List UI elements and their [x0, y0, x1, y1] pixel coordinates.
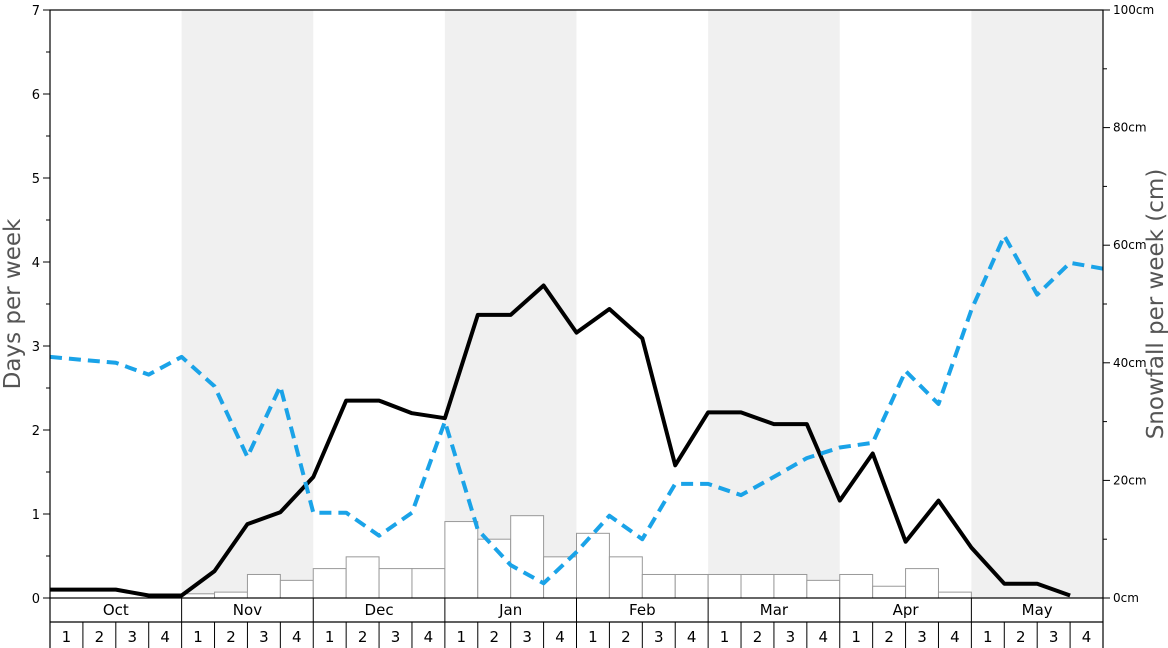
bar [674, 573, 709, 599]
week-label: 1 [325, 628, 335, 646]
bar [905, 568, 939, 599]
week-label: 3 [654, 628, 664, 646]
bar [444, 521, 479, 599]
week-label: 1 [851, 628, 861, 646]
right-tick-label: 60cm [1113, 238, 1147, 252]
bar [181, 593, 216, 599]
right-tick-label: 0cm [1113, 591, 1139, 605]
bar [279, 579, 314, 599]
bar [608, 556, 643, 599]
bar [312, 568, 347, 599]
month-label-apr: Apr [893, 601, 920, 619]
bar [641, 573, 676, 599]
month-label-may: May [1022, 601, 1053, 619]
left-tick-label: 0 [32, 592, 40, 607]
bar [937, 591, 972, 599]
bar [214, 591, 248, 599]
month-row: Oct Nov Dec Jan Feb Mar Apr May [49, 598, 1104, 623]
week-label: 3 [391, 628, 401, 646]
week-label: 4 [1082, 628, 1092, 646]
week-label: 4 [687, 628, 697, 646]
week-label: 1 [62, 628, 72, 646]
left-tick-label: 4 [32, 256, 40, 271]
week-label: 3 [786, 628, 796, 646]
month-band-may [971, 10, 1103, 598]
week-label: 4 [950, 628, 960, 646]
week-label: 1 [457, 628, 467, 646]
month-band-nov [181, 10, 314, 598]
month-band-mar [708, 10, 840, 598]
week-label: 2 [621, 628, 631, 646]
week-label: 3 [259, 628, 269, 646]
bar [345, 556, 380, 599]
week-label: 2 [226, 628, 236, 646]
right-tick-label: 40cm [1113, 356, 1147, 370]
bar [740, 573, 775, 599]
bar [773, 573, 808, 599]
month-label-jan: Jan [498, 601, 522, 619]
week-label: 4 [555, 628, 565, 646]
week-label: 1 [983, 628, 993, 646]
week-label: 4 [424, 628, 434, 646]
snowfall-line [49, 233, 1104, 586]
week-label: 4 [819, 628, 829, 646]
right-axis: 0cm 20cm 40cm 60cm 80cm 100cm [1103, 3, 1154, 605]
bar [246, 573, 281, 599]
days-bars [181, 515, 972, 599]
week-label: 2 [753, 628, 763, 646]
week-label: 2 [1016, 628, 1026, 646]
right-tick-label: 20cm [1113, 473, 1147, 487]
y-axis-left-title: Days per week [0, 218, 26, 389]
month-label-oct: Oct [103, 601, 129, 619]
right-tick-label: 100cm [1113, 3, 1154, 17]
week-label: 1 [193, 628, 203, 646]
right-tick-label: 80cm [1113, 121, 1147, 135]
left-axis: 0 1 2 3 4 5 6 7 [32, 4, 50, 607]
series-lines [49, 233, 1104, 598]
week-label: 1 [720, 628, 730, 646]
week-label: 2 [358, 628, 368, 646]
month-label-mar: Mar [760, 601, 789, 619]
left-tick-label: 3 [32, 340, 40, 355]
left-tick-label: 7 [32, 4, 40, 19]
bar [477, 538, 512, 599]
week-label: 3 [127, 628, 137, 646]
week-label: 2 [884, 628, 894, 646]
week-row: 1 2 3 4 1 2 3 4 1 2 3 4 1 2 3 4 1 2 3 4 1 2 3 4 1 2 3 4 1 2 3 4 [49, 622, 1104, 648]
left-tick-label: 2 [32, 424, 40, 439]
left-tick-label: 5 [32, 172, 40, 187]
bar [576, 532, 610, 599]
bar [378, 568, 413, 599]
bar [411, 568, 446, 599]
y-axis-right-title: Snowfall per week (cm) [1143, 169, 1168, 440]
week-label: 3 [1049, 628, 1059, 646]
week-label: 2 [489, 628, 499, 646]
month-label-nov: Nov [233, 601, 262, 619]
week-label: 2 [95, 628, 105, 646]
left-tick-label: 6 [32, 88, 40, 103]
week-label: 3 [522, 628, 532, 646]
week-label: 1 [588, 628, 598, 646]
week-label: 4 [292, 628, 302, 646]
month-label-feb: Feb [629, 601, 656, 619]
left-tick-label: 1 [32, 508, 40, 523]
bar [806, 579, 841, 599]
week-label: 4 [160, 628, 170, 646]
days-line [50, 283, 1071, 598]
bar [839, 573, 874, 599]
month-label-dec: Dec [365, 601, 394, 619]
bar [707, 573, 742, 599]
week-label: 3 [917, 628, 927, 646]
month-shading-bands [181, 10, 1103, 598]
bar [510, 515, 545, 599]
bar [872, 585, 907, 599]
